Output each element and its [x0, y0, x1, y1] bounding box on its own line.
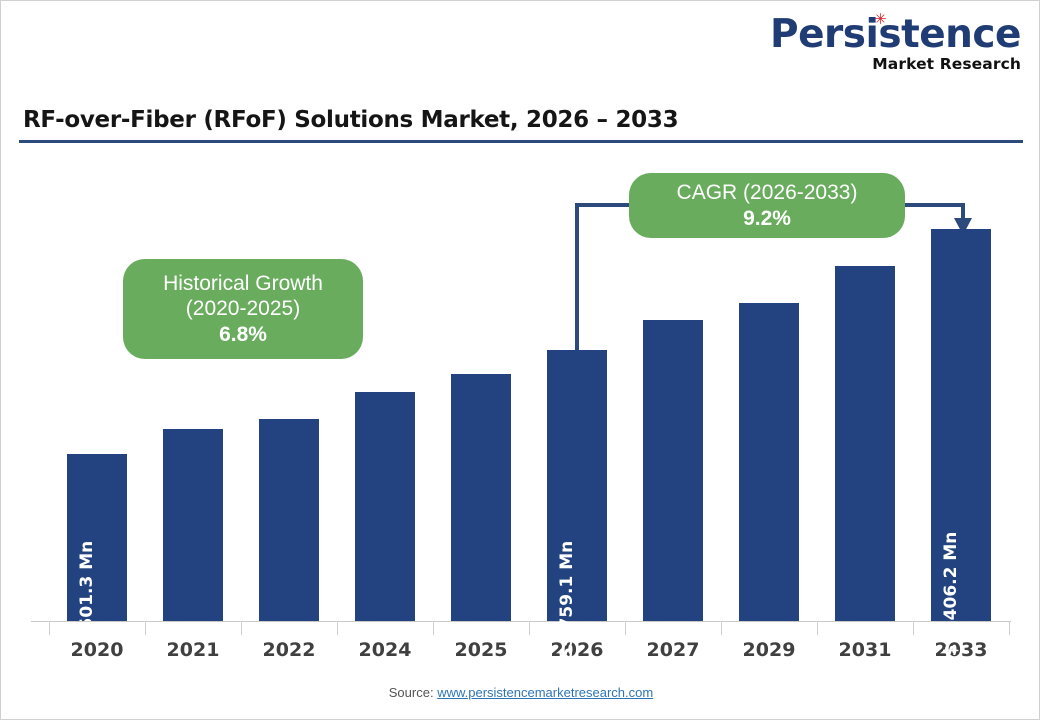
bar-2027 — [643, 320, 703, 621]
x-axis-line — [31, 621, 1011, 622]
x-label-2033: 2033 — [934, 639, 988, 661]
axis-tick — [145, 621, 146, 635]
bar-2029 — [739, 303, 799, 621]
axis-tick — [433, 621, 434, 635]
page-title: RF-over-Fiber (RFoF) Solutions Market, 2… — [23, 107, 679, 133]
axis-tick — [337, 621, 338, 635]
source-prefix: Source: — [388, 685, 438, 700]
x-label-2026: 2026 — [550, 639, 604, 661]
brand-star-icon: ✳ — [874, 10, 887, 28]
bar-2026: US$ 759.1 Mn — [547, 350, 607, 673]
axis-tick — [625, 621, 626, 635]
brand-logo: Persistence ✳ Market Research — [770, 10, 1022, 73]
callout-historical-growth: Historical Growth (2020-2025) 6.8% — [123, 259, 363, 359]
callout-cagr-value: 9.2% — [743, 206, 791, 230]
bar-2031 — [835, 266, 895, 621]
callout-cagr: CAGR (2026-2033) 9.2% — [629, 173, 905, 238]
bar-2022 — [259, 419, 319, 621]
bar-value-2033: US$ 1,406.2 Mn — [941, 531, 961, 683]
x-label-2025: 2025 — [454, 639, 508, 661]
x-label-2020: 2020 — [70, 639, 124, 661]
brand-tagline: Market Research — [872, 55, 1021, 73]
axis-tick — [817, 621, 818, 635]
bar-2020: US$ 501.3 Mn — [67, 454, 127, 673]
brand-name-text: Persistence ✳ — [770, 10, 1022, 57]
bar-2024 — [355, 392, 415, 621]
x-label-2029: 2029 — [742, 639, 796, 661]
callout-historical-value: 6.8% — [219, 322, 267, 346]
axis-tick — [49, 621, 50, 635]
source-line: Source: www.persistencemarketresearch.co… — [1, 685, 1039, 700]
title-divider — [19, 140, 1023, 143]
axis-tick — [913, 621, 914, 635]
axis-tick — [529, 621, 530, 635]
bar-2033: US$ 1,406.2 Mn — [931, 229, 991, 682]
x-label-2021: 2021 — [166, 639, 220, 661]
bar-2021 — [163, 429, 223, 621]
x-label-2027: 2027 — [646, 639, 700, 661]
callout-historical-line2: (2020-2025) — [185, 297, 301, 321]
source-link[interactable]: www.persistencemarketresearch.com — [437, 685, 654, 700]
axis-tick — [721, 621, 722, 635]
x-label-2024: 2024 — [358, 639, 412, 661]
brand-name-label: Persistence — [770, 12, 1022, 57]
bar-2025 — [451, 374, 511, 621]
axis-tick — [241, 621, 242, 635]
bar-value-2026: US$ 759.1 Mn — [557, 540, 577, 674]
x-label-2022: 2022 — [262, 639, 316, 661]
axis-tick — [1009, 621, 1010, 635]
callout-cagr-line1: CAGR (2026-2033) — [676, 180, 858, 204]
x-label-2031: 2031 — [838, 639, 892, 661]
callout-historical-line1: Historical Growth — [163, 271, 323, 295]
